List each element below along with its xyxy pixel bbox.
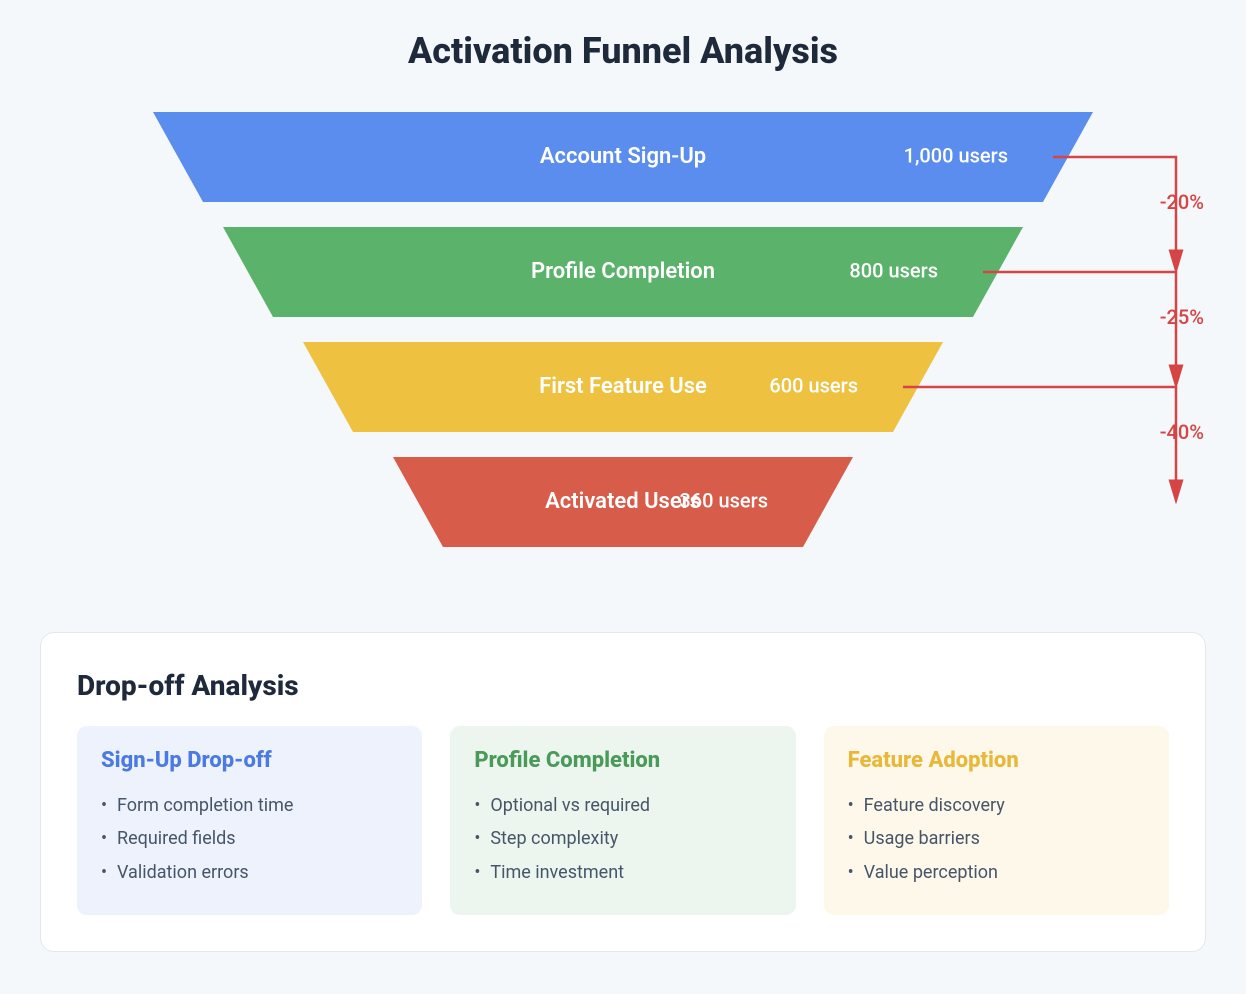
dropoff-card-item: Validation errors: [101, 856, 398, 889]
dropoff-panel: Drop-off Analysis Sign-Up Drop-off Form c…: [40, 632, 1206, 952]
dropoff-label: -40%: [1160, 420, 1204, 444]
funnel-stage-label: Profile Completion: [531, 259, 715, 284]
dropoff-card-item: Feature discovery: [848, 789, 1145, 822]
dropoff-cards: Sign-Up Drop-off Form completion timeRequ…: [77, 726, 1169, 915]
dropoff-card: Feature Adoption Feature discoveryUsage b…: [824, 726, 1169, 915]
dropoff-card-item: Step complexity: [474, 822, 771, 855]
dropoff-card-list: Optional vs requiredStep complexityTime …: [474, 789, 771, 889]
dropoff-card-title: Sign-Up Drop-off: [101, 748, 398, 773]
dropoff-card-item: Time investment: [474, 856, 771, 889]
dropoff-panel-title: Drop-off Analysis: [77, 669, 1169, 702]
dropoff-card-item: Form completion time: [101, 789, 398, 822]
funnel-chart: Account Sign-Up 1,000 users -20% Profile Co…: [40, 112, 1206, 582]
dropoff-card-item: Value perception: [848, 856, 1145, 889]
dropoff-arrow: [983, 272, 1176, 377]
funnel-stage-count: 600 users: [769, 373, 858, 397]
dropoff-card-list: Form completion timeRequired fieldsValid…: [101, 789, 398, 889]
dropoff-card: Sign-Up Drop-off Form completion timeRequ…: [77, 726, 422, 915]
dropoff-label: -25%: [1160, 305, 1204, 329]
dropoff-card-list: Feature discoveryUsage barriersValue per…: [848, 789, 1145, 889]
dropoff-card-item: Usage barriers: [848, 822, 1145, 855]
funnel-stage-label: Activated Users: [545, 489, 701, 514]
page-title: Activation Funnel Analysis: [40, 30, 1206, 72]
funnel-stage-count: 1,000 users: [904, 143, 1008, 167]
funnel-stage-label: First Feature Use: [539, 374, 707, 399]
funnel-stage-count: 360 users: [679, 488, 768, 512]
dropoff-card-title: Feature Adoption: [848, 748, 1145, 773]
dropoff-card-title: Profile Completion: [474, 748, 771, 773]
dropoff-arrow: [1053, 157, 1176, 262]
funnel-stage-label: Account Sign-Up: [540, 144, 706, 169]
funnel-svg: Account Sign-Up 1,000 users -20% Profile Co…: [40, 112, 1206, 582]
funnel-stage-count: 800 users: [849, 258, 938, 282]
dropoff-arrow: [903, 387, 1176, 492]
dropoff-card: Profile Completion Optional vs requiredSt…: [450, 726, 795, 915]
dropoff-card-item: Optional vs required: [474, 789, 771, 822]
dropoff-label: -20%: [1160, 190, 1204, 214]
dropoff-card-item: Required fields: [101, 822, 398, 855]
